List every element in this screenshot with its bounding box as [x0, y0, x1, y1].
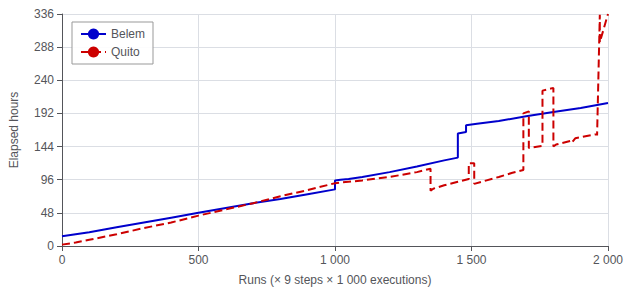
svg-text:96: 96 — [41, 173, 55, 187]
svg-text:500: 500 — [188, 253, 208, 267]
svg-text:240: 240 — [34, 73, 54, 87]
svg-text:Runs (× 9 steps × 1 000 execut: Runs (× 9 steps × 1 000 executions) — [239, 273, 432, 287]
svg-text:Belem: Belem — [111, 27, 145, 41]
svg-text:336: 336 — [34, 7, 54, 21]
svg-text:1 500: 1 500 — [456, 253, 486, 267]
svg-text:Quito: Quito — [111, 45, 140, 59]
svg-text:2 000: 2 000 — [593, 253, 623, 267]
svg-text:192: 192 — [34, 106, 54, 120]
svg-text:0: 0 — [59, 253, 66, 267]
svg-text:144: 144 — [34, 140, 54, 154]
svg-text:48: 48 — [41, 206, 55, 220]
svg-text:0: 0 — [47, 239, 54, 253]
svg-text:Elapsed hours: Elapsed hours — [7, 92, 21, 169]
svg-text:288: 288 — [34, 40, 54, 54]
svg-text:1 000: 1 000 — [320, 253, 350, 267]
